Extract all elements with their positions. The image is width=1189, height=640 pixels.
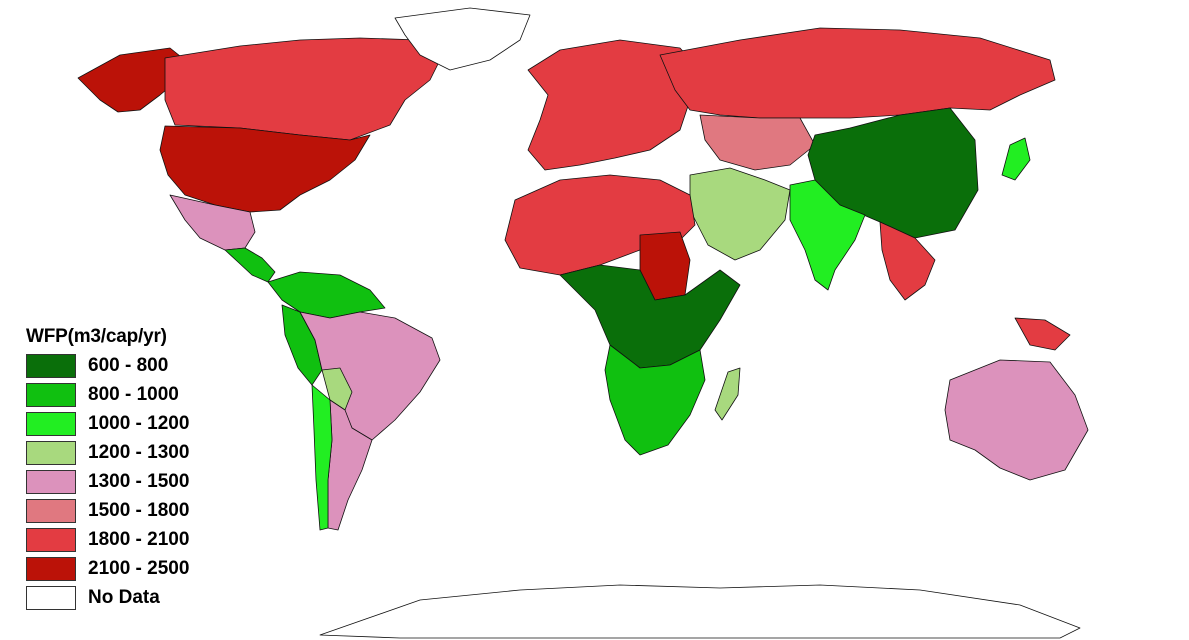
legend-label: 1300 - 1500 xyxy=(88,470,190,492)
region-usa xyxy=(159,125,371,213)
legend-label: 1200 - 1300 xyxy=(88,441,190,463)
region-australia xyxy=(944,359,1089,481)
legend-item: 1200 - 1300 xyxy=(26,438,189,467)
legend-item: 1800 - 2100 xyxy=(26,525,189,554)
region-chile xyxy=(311,384,333,531)
legend-label: 600 - 800 xyxy=(88,354,169,376)
legend-label: 1000 - 1200 xyxy=(88,412,190,434)
legend-item: 1000 - 1200 xyxy=(26,409,189,438)
region-central-america xyxy=(224,247,276,283)
legend-label: 1500 - 1800 xyxy=(88,499,190,521)
legend-item: 2100 - 2500 xyxy=(26,554,189,583)
legend-item: No Data xyxy=(26,583,189,612)
legend-swatch xyxy=(26,527,76,552)
legend-label: 1800 - 2100 xyxy=(88,528,190,550)
region-canada xyxy=(164,37,441,141)
legend-label: 2100 - 2500 xyxy=(88,557,190,579)
legend-swatch xyxy=(26,440,76,465)
region-kazakhstan xyxy=(699,114,816,171)
region-japan xyxy=(1001,137,1031,181)
legend-swatch xyxy=(26,353,76,378)
region-india xyxy=(789,179,866,291)
region-south-america-north xyxy=(267,271,386,319)
region-madagascar xyxy=(714,367,741,421)
map-legend: WFP(m3/cap/yr) 600 - 800 800 - 1000 1000 -… xyxy=(26,326,189,612)
legend-item: 1300 - 1500 xyxy=(26,467,189,496)
region-middle-east xyxy=(689,167,791,261)
region-southern-africa xyxy=(604,344,706,456)
region-southeast-asia xyxy=(879,221,936,301)
legend-swatch xyxy=(26,411,76,436)
region-new-guinea xyxy=(1014,317,1071,351)
legend-swatch xyxy=(26,498,76,523)
legend-swatch xyxy=(26,469,76,494)
legend-swatch xyxy=(26,382,76,407)
region-europe xyxy=(527,39,701,171)
legend-swatch xyxy=(26,556,76,581)
legend-item: 800 - 1000 xyxy=(26,380,189,409)
legend-items: 600 - 800 800 - 1000 1000 - 1200 1200 - 130… xyxy=(26,351,189,612)
legend-swatch xyxy=(26,585,76,610)
region-bolivia xyxy=(321,367,353,411)
legend-label: 800 - 1000 xyxy=(88,383,179,405)
region-russia xyxy=(659,27,1056,119)
legend-label: No Data xyxy=(88,586,160,608)
legend-item: 1500 - 1800 xyxy=(26,496,189,525)
region-antarctica xyxy=(319,584,1081,639)
legend-title: WFP(m3/cap/yr) xyxy=(26,326,167,347)
legend-item: 600 - 800 xyxy=(26,351,189,380)
region-greenland xyxy=(394,7,531,71)
